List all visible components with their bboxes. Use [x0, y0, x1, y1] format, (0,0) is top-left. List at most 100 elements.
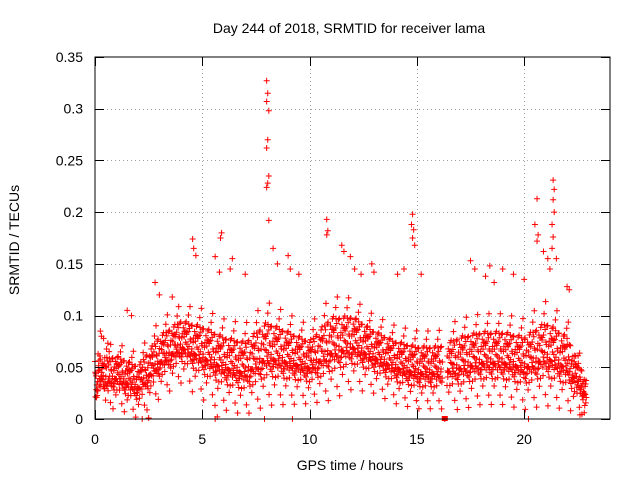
data-point [321, 312, 328, 319]
data-point [114, 354, 121, 361]
data-point [332, 304, 339, 311]
data-point [564, 283, 571, 290]
data-point [474, 311, 481, 318]
data-point [203, 379, 210, 386]
data-point [291, 401, 298, 408]
data-point [387, 345, 394, 352]
data-point [120, 375, 127, 382]
data-point [124, 307, 131, 314]
data-point [155, 366, 162, 373]
data-point [509, 333, 516, 340]
data-point [327, 357, 334, 364]
data-point [552, 316, 559, 323]
data-point [322, 300, 329, 307]
data-point [279, 354, 286, 361]
data-point [260, 341, 267, 348]
data-point [274, 260, 281, 267]
data-point [123, 363, 130, 370]
data-point [355, 342, 362, 349]
data-point [103, 345, 110, 352]
data-point [497, 310, 504, 317]
data-point [151, 360, 158, 367]
data-point [178, 380, 185, 387]
data-point [531, 221, 538, 228]
data-point [368, 381, 375, 388]
data-point [454, 336, 461, 343]
data-point [263, 371, 270, 378]
data-point [350, 367, 357, 374]
data-point [358, 345, 365, 352]
data-point [494, 358, 501, 365]
data-point [526, 332, 533, 339]
data-point [499, 330, 506, 337]
data-point [196, 332, 203, 339]
data-point [345, 294, 352, 301]
data-point [307, 336, 314, 343]
data-point [208, 354, 215, 361]
data-point [287, 266, 294, 273]
data-point [427, 405, 434, 412]
data-point [310, 326, 317, 333]
data-point [97, 356, 104, 363]
data-point [508, 394, 515, 401]
data-point [200, 396, 207, 403]
data-point [403, 343, 410, 350]
data-point [230, 346, 237, 353]
data-point [530, 333, 537, 340]
data-point [431, 383, 438, 390]
data-point [397, 340, 404, 347]
data-point [549, 245, 556, 252]
data-point [404, 403, 411, 410]
data-point [338, 242, 345, 249]
data-point [355, 318, 362, 325]
data-point [544, 402, 551, 409]
data-point [502, 383, 509, 390]
data-point [395, 345, 402, 352]
data-point [313, 399, 320, 406]
data-point [308, 346, 315, 353]
data-point [251, 342, 258, 349]
data-point [339, 371, 346, 378]
data-point [264, 90, 271, 97]
data-point [242, 271, 249, 278]
data-point [365, 365, 372, 372]
data-point [205, 326, 212, 333]
data-point [94, 378, 101, 385]
data-point [299, 367, 306, 374]
data-point [553, 394, 560, 401]
data-point [228, 347, 235, 354]
data-points [92, 77, 590, 422]
data-point [519, 396, 526, 403]
data-point [408, 343, 415, 350]
data-point [438, 365, 445, 372]
data-point [158, 346, 165, 353]
data-point [257, 327, 264, 334]
data-point [230, 327, 237, 334]
data-point [173, 346, 180, 353]
y-tick-label: 0.2 [64, 204, 84, 220]
data-point [407, 369, 414, 376]
data-point [446, 354, 453, 361]
data-point [282, 382, 289, 389]
data-point [392, 361, 399, 368]
data-point [502, 346, 509, 353]
data-point [343, 361, 350, 368]
data-point [517, 362, 524, 369]
data-point [335, 316, 342, 323]
data-point [317, 343, 324, 350]
data-point [277, 306, 284, 313]
data-point [264, 330, 271, 337]
data-point [173, 329, 180, 336]
data-point [242, 364, 249, 371]
data-point [234, 409, 241, 416]
data-point [243, 319, 250, 326]
data-point [180, 366, 187, 373]
data-point [152, 343, 159, 350]
data-point [556, 405, 563, 412]
data-point [95, 367, 102, 374]
data-point [570, 374, 577, 381]
data-point [107, 399, 114, 406]
data-point [337, 354, 344, 361]
data-point [389, 329, 396, 336]
data-point [559, 386, 566, 393]
